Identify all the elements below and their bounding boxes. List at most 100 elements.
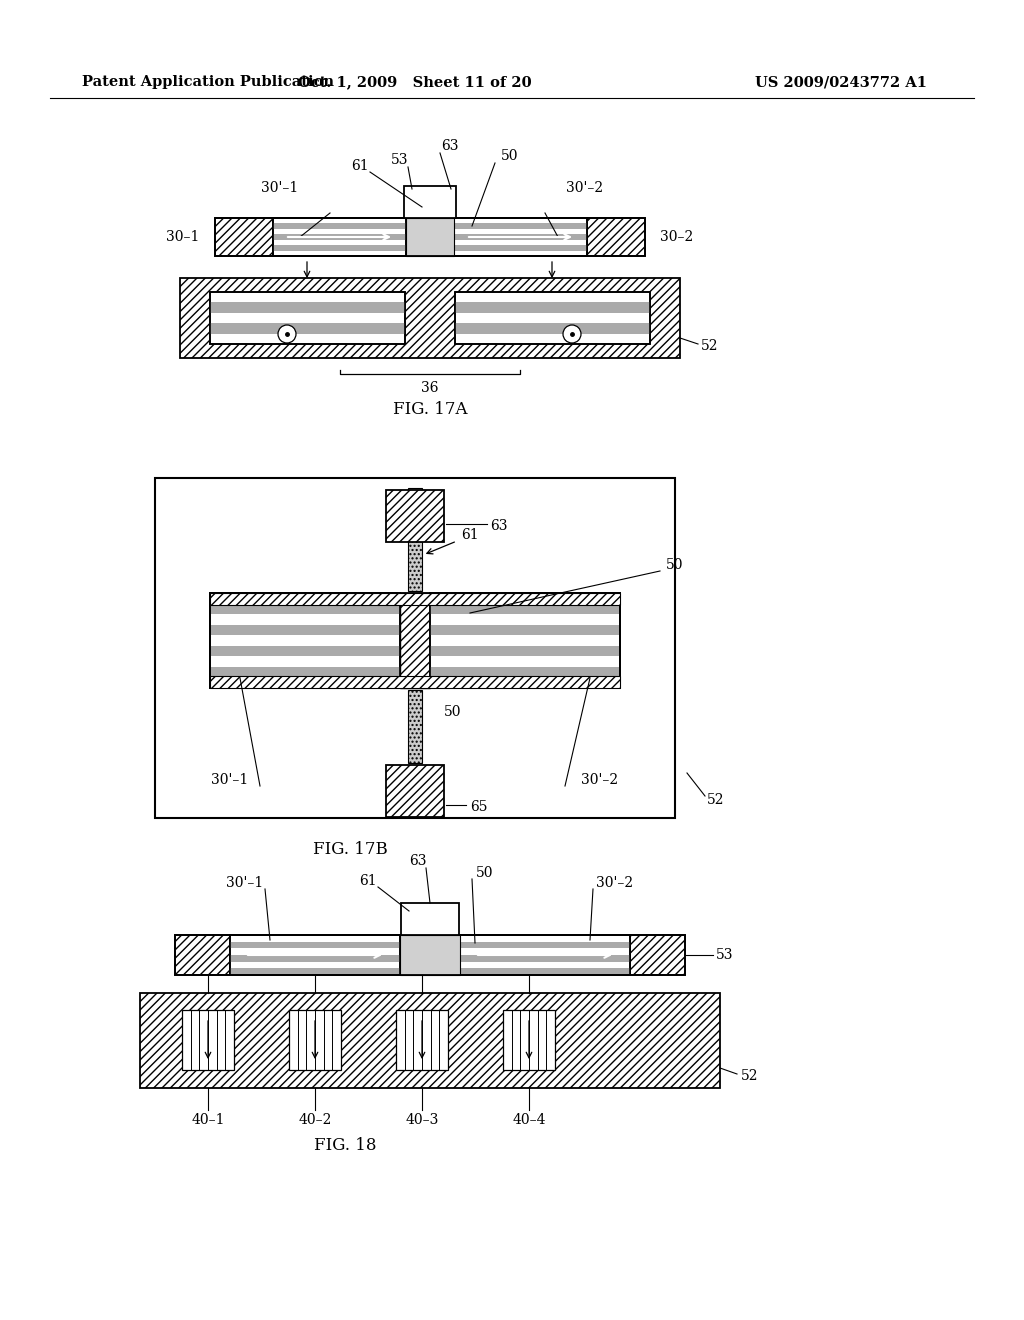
Text: 53: 53 — [716, 948, 734, 962]
Bar — [430, 603, 620, 614]
Bar — [230, 935, 400, 975]
Text: 30'–1: 30'–1 — [261, 181, 299, 195]
Bar — [175, 935, 230, 975]
Text: 30–1: 30–1 — [166, 230, 200, 244]
Bar — [455, 323, 650, 334]
Text: 30'–2: 30'–2 — [582, 774, 618, 787]
Text: 40–1: 40–1 — [191, 1113, 224, 1127]
Bar — [430, 667, 620, 677]
Bar — [210, 593, 400, 688]
Text: 40–4: 40–4 — [512, 1113, 546, 1127]
Bar — [230, 954, 400, 962]
Bar — [455, 302, 650, 313]
Text: 30'–1: 30'–1 — [226, 876, 263, 890]
Bar — [460, 935, 630, 975]
Bar — [430, 624, 620, 635]
Bar — [210, 667, 400, 677]
Bar — [210, 624, 400, 635]
Text: 52: 52 — [707, 793, 725, 807]
Bar — [210, 593, 620, 605]
Text: FIG. 17A: FIG. 17A — [393, 401, 467, 418]
Text: US 2009/0243772 A1: US 2009/0243772 A1 — [755, 75, 927, 88]
Bar — [140, 993, 720, 1088]
Bar — [454, 223, 587, 228]
Text: 63: 63 — [490, 519, 508, 533]
Text: 30'–1: 30'–1 — [211, 774, 249, 787]
Bar — [210, 323, 406, 334]
Circle shape — [278, 325, 296, 343]
Bar — [400, 935, 460, 975]
Bar — [630, 935, 685, 975]
Bar — [155, 478, 675, 818]
Bar — [454, 234, 587, 240]
Bar — [230, 941, 400, 948]
Bar — [455, 292, 650, 345]
Bar — [273, 246, 406, 251]
Bar — [273, 234, 406, 240]
Bar — [454, 218, 587, 256]
Bar — [400, 593, 430, 688]
Text: 50: 50 — [476, 866, 494, 880]
Bar — [210, 302, 406, 313]
Bar — [273, 223, 406, 228]
Bar — [430, 593, 620, 688]
Bar — [182, 1010, 234, 1071]
Bar — [210, 593, 400, 688]
Text: Patent Application Publication: Patent Application Publication — [82, 75, 334, 88]
Bar — [430, 593, 620, 688]
Bar — [455, 292, 650, 345]
Bar — [210, 676, 620, 688]
Bar — [215, 218, 273, 256]
Bar — [454, 218, 587, 256]
Text: 50: 50 — [502, 149, 519, 162]
Bar — [289, 1010, 341, 1071]
Bar — [460, 941, 630, 948]
Text: 63: 63 — [410, 854, 427, 869]
Bar — [408, 690, 422, 763]
Bar — [215, 218, 645, 256]
Bar — [406, 218, 454, 256]
Bar — [587, 218, 645, 256]
Bar — [210, 603, 400, 614]
Bar — [210, 292, 406, 345]
Bar — [230, 935, 400, 975]
Text: 65: 65 — [470, 800, 487, 814]
Bar — [210, 593, 620, 688]
Text: 30'–2: 30'–2 — [596, 876, 634, 890]
Text: FIG. 18: FIG. 18 — [313, 1138, 376, 1155]
Text: 52: 52 — [741, 1069, 759, 1082]
Bar — [460, 954, 630, 962]
Bar — [460, 935, 630, 975]
Bar — [180, 279, 680, 358]
Bar — [273, 218, 406, 256]
Bar — [401, 903, 459, 935]
Text: 61: 61 — [461, 528, 479, 543]
Text: FIG. 17B: FIG. 17B — [312, 842, 387, 858]
Text: 40–2: 40–2 — [298, 1113, 332, 1127]
Bar — [210, 645, 400, 656]
Text: 53: 53 — [391, 153, 409, 168]
Text: 52: 52 — [701, 339, 719, 352]
Text: 50: 50 — [444, 705, 462, 719]
Bar — [175, 935, 685, 975]
Bar — [503, 1010, 555, 1071]
Bar — [210, 292, 406, 345]
Text: Oct. 1, 2009   Sheet 11 of 20: Oct. 1, 2009 Sheet 11 of 20 — [298, 75, 531, 88]
Bar — [454, 246, 587, 251]
Text: 30'–2: 30'–2 — [566, 181, 603, 195]
Circle shape — [563, 325, 581, 343]
Bar — [230, 969, 400, 975]
Text: 63: 63 — [441, 139, 459, 153]
Bar — [408, 488, 422, 591]
Text: 50: 50 — [667, 558, 684, 572]
Bar — [386, 766, 444, 817]
Text: 61: 61 — [351, 158, 369, 173]
Bar — [386, 490, 444, 543]
Text: 61: 61 — [359, 874, 377, 888]
Text: 30–2: 30–2 — [660, 230, 693, 244]
Text: 36: 36 — [421, 381, 438, 395]
Bar — [273, 218, 406, 256]
Text: 40–3: 40–3 — [406, 1113, 438, 1127]
Bar — [404, 186, 456, 218]
Bar — [460, 969, 630, 975]
